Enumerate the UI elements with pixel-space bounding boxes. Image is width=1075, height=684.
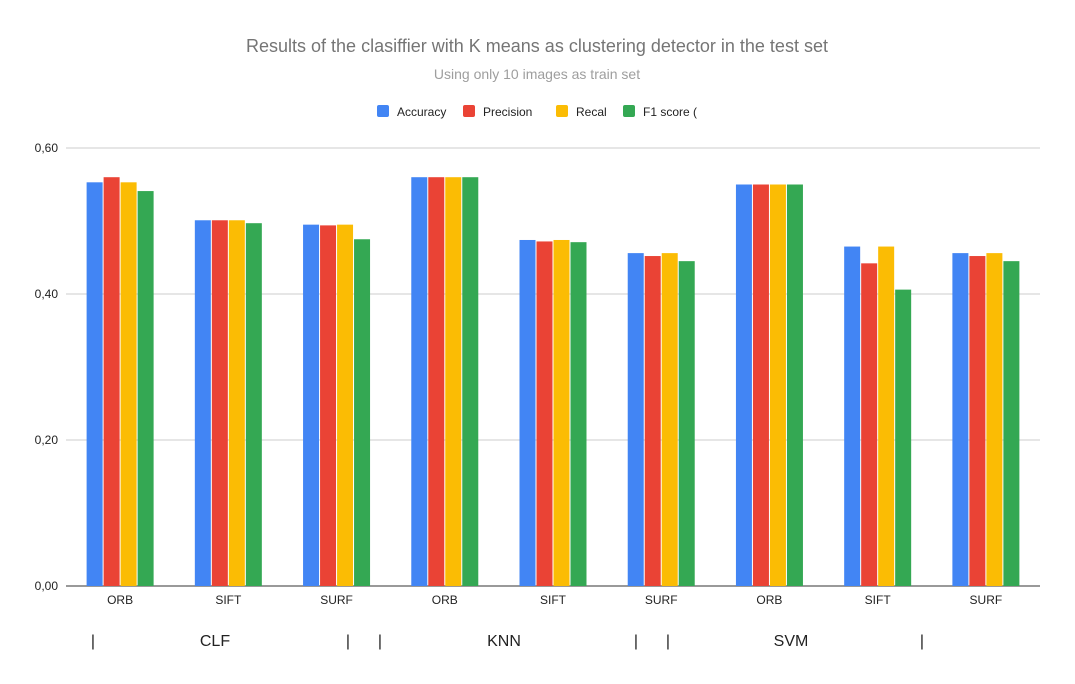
y-tick-label: 0,40: [35, 287, 59, 301]
bar-precision: [320, 225, 337, 586]
bar-precision: [536, 241, 553, 586]
bar-precision: [644, 256, 661, 586]
bar-recal: [553, 239, 570, 587]
bar-f1-score: [895, 289, 912, 586]
bar-recal: [337, 224, 354, 586]
bar-f1-score: [245, 223, 262, 586]
bar-accuracy: [519, 239, 536, 587]
bar-f1-score: [354, 239, 371, 586]
bar-recal: [120, 182, 137, 586]
bar-recal: [661, 253, 678, 586]
group-label: KNN: [487, 633, 521, 650]
bar-precision: [428, 177, 445, 586]
x-tick-label: ORB: [432, 593, 458, 607]
bar-recal: [878, 246, 895, 587]
x-tick-label: SIFT: [540, 593, 567, 607]
bar-f1-score: [137, 191, 154, 586]
legend-swatch: [463, 105, 475, 117]
group-label: CLF: [200, 633, 230, 650]
x-tick-label: SURF: [970, 593, 1003, 607]
y-tick-label: 0,00: [35, 579, 59, 593]
bar-accuracy: [844, 246, 861, 587]
bar-recal: [445, 177, 462, 586]
bar-precision: [752, 184, 769, 586]
legend-label: Accuracy: [397, 105, 446, 119]
bar-precision: [211, 220, 228, 586]
group-mark: |: [346, 633, 350, 650]
x-tick-labels: ORB SIFT SURF ORB SIFT SURF ORB SIFT SURF: [107, 593, 1002, 607]
chart-subtitle: Using only 10 images as train set: [434, 66, 640, 82]
x-tick-label: ORB: [107, 593, 133, 607]
group-label: SVM: [774, 633, 809, 650]
group-mark: |: [634, 633, 638, 650]
group-mark: |: [666, 633, 670, 650]
x-tick-label: SIFT: [865, 593, 892, 607]
x-tick-label: SIFT: [215, 593, 242, 607]
bar-f1-score: [570, 242, 587, 587]
x-tick-label: SURF: [320, 593, 353, 607]
bar-precision: [969, 256, 986, 586]
y-tick-label: 0,60: [35, 141, 59, 155]
chart-title: Results of the clasiffier with K means a…: [246, 36, 828, 56]
bar-f1-score: [678, 261, 695, 586]
bar-recal: [228, 220, 245, 586]
bar-accuracy: [303, 224, 320, 586]
legend-swatch: [556, 105, 568, 117]
bar-f1-score: [786, 184, 803, 586]
legend-label: F1 score (: [643, 105, 697, 119]
legend-swatch: [377, 105, 389, 117]
legend-swatch: [623, 105, 635, 117]
bar-accuracy: [86, 182, 103, 586]
bar-f1-score: [1003, 261, 1020, 586]
bar-accuracy: [411, 177, 428, 586]
legend-label: Precision: [483, 105, 532, 119]
bar-precision: [861, 263, 878, 586]
group-mark: |: [920, 633, 924, 650]
bar-accuracy: [952, 253, 969, 586]
bar-accuracy: [194, 220, 211, 586]
bar-precision: [103, 177, 120, 586]
group-mark: |: [378, 633, 382, 650]
x-tick-label: ORB: [756, 593, 782, 607]
bar-recal: [769, 184, 786, 586]
group-mark: |: [91, 633, 95, 650]
x-tick-label: SURF: [645, 593, 678, 607]
group-labels: | CLF | | KNN | | SVM |: [91, 633, 924, 650]
y-tick-label: 0,20: [35, 433, 59, 447]
bar-accuracy: [627, 253, 644, 586]
bar-recal: [986, 253, 1003, 586]
gridlines: 0,00 0,20 0,40 0,60: [35, 141, 1040, 593]
legend-label: Recal: [576, 105, 607, 119]
bars: [86, 177, 1020, 587]
legend: Accuracy Precision Recal F1 score (: [377, 105, 697, 119]
bar-accuracy: [735, 184, 752, 586]
bar-f1-score: [462, 177, 479, 586]
